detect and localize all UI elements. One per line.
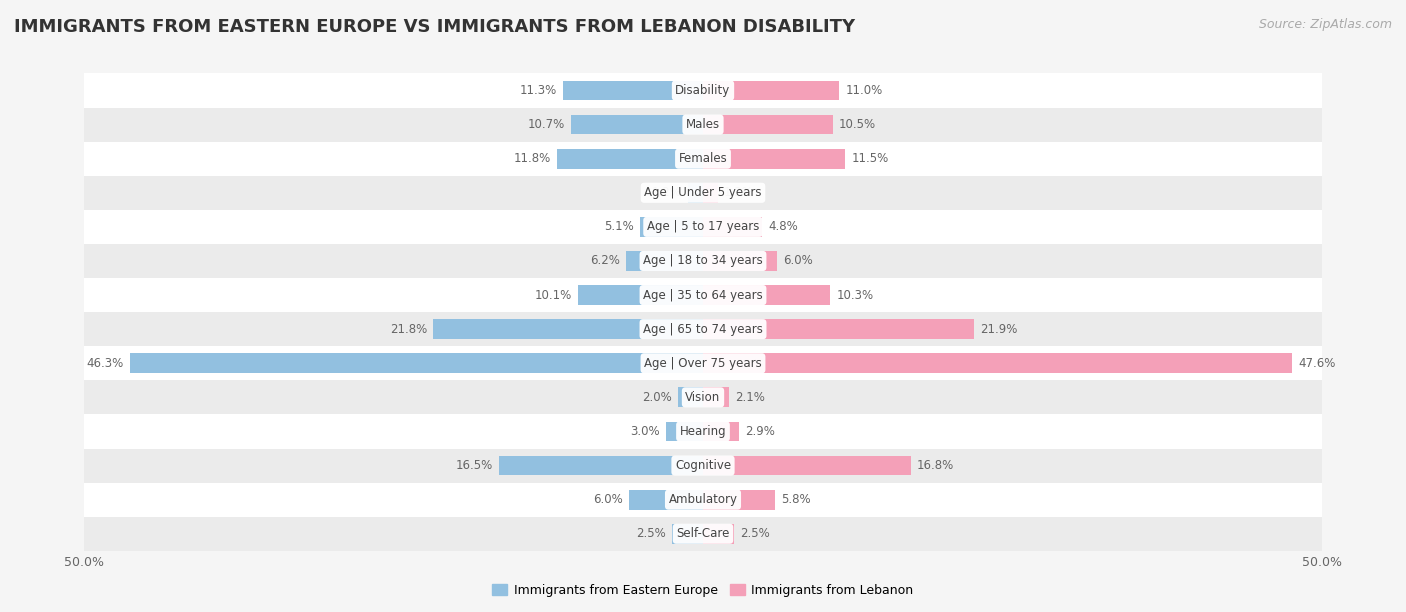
Bar [84,483,1322,517]
Text: Self-Care: Self-Care [676,528,730,540]
Bar [703,387,728,407]
Bar [703,217,762,237]
Text: 10.7%: 10.7% [527,118,564,131]
Text: Age | 18 to 34 years: Age | 18 to 34 years [643,255,763,267]
Text: 21.8%: 21.8% [389,323,427,335]
Bar [84,414,1322,449]
Bar [84,176,1322,210]
Text: 46.3%: 46.3% [87,357,124,370]
Bar [703,490,775,510]
Bar [678,387,703,407]
Text: 10.3%: 10.3% [837,289,873,302]
Text: 2.5%: 2.5% [740,528,770,540]
Bar [703,456,911,476]
Text: Source: ZipAtlas.com: Source: ZipAtlas.com [1258,18,1392,31]
Text: Disability: Disability [675,84,731,97]
Bar [688,183,703,203]
Text: 11.5%: 11.5% [852,152,889,165]
Text: 6.0%: 6.0% [593,493,623,506]
Bar [84,278,1322,312]
Text: 10.5%: 10.5% [839,118,876,131]
Text: 2.5%: 2.5% [636,528,666,540]
Bar [84,141,1322,176]
Bar [571,114,703,135]
Bar [703,422,740,441]
Text: 5.1%: 5.1% [605,220,634,233]
Text: Males: Males [686,118,720,131]
Bar [84,517,1322,551]
Bar [84,449,1322,483]
Text: 11.0%: 11.0% [845,84,883,97]
Bar [640,217,703,237]
Bar [703,319,974,339]
Bar [628,490,703,510]
Text: 2.1%: 2.1% [735,391,765,404]
Bar [557,149,703,168]
Text: 1.2%: 1.2% [652,186,682,200]
Bar [84,210,1322,244]
Bar [84,244,1322,278]
Text: Age | Over 75 years: Age | Over 75 years [644,357,762,370]
Bar [84,380,1322,414]
Text: Age | Under 5 years: Age | Under 5 years [644,186,762,200]
Text: 6.0%: 6.0% [783,255,813,267]
Text: IMMIGRANTS FROM EASTERN EUROPE VS IMMIGRANTS FROM LEBANON DISABILITY: IMMIGRANTS FROM EASTERN EUROPE VS IMMIGR… [14,18,855,36]
Bar [131,353,703,373]
Bar [433,319,703,339]
Bar [84,73,1322,108]
Bar [84,312,1322,346]
Legend: Immigrants from Eastern Europe, Immigrants from Lebanon: Immigrants from Eastern Europe, Immigran… [488,579,918,602]
Text: 1.2%: 1.2% [724,186,754,200]
Bar [703,81,839,100]
Bar [672,524,703,543]
Text: 2.0%: 2.0% [643,391,672,404]
Text: 5.8%: 5.8% [780,493,811,506]
Text: Age | 65 to 74 years: Age | 65 to 74 years [643,323,763,335]
Bar [578,285,703,305]
Bar [703,524,734,543]
Bar [84,108,1322,141]
Text: Females: Females [679,152,727,165]
Text: 16.8%: 16.8% [917,459,955,472]
Bar [84,346,1322,380]
Text: 11.3%: 11.3% [520,84,557,97]
Bar [703,251,778,271]
Bar [499,456,703,476]
Text: 21.9%: 21.9% [980,323,1018,335]
Text: Age | 5 to 17 years: Age | 5 to 17 years [647,220,759,233]
Text: 47.6%: 47.6% [1298,357,1336,370]
Text: 6.2%: 6.2% [591,255,620,267]
Text: Hearing: Hearing [679,425,727,438]
Bar [703,183,718,203]
Bar [626,251,703,271]
Bar [564,81,703,100]
Bar [703,285,831,305]
Bar [703,149,845,168]
Text: Ambulatory: Ambulatory [668,493,738,506]
Bar [703,114,832,135]
Text: Age | 35 to 64 years: Age | 35 to 64 years [643,289,763,302]
Text: 16.5%: 16.5% [456,459,492,472]
Text: 3.0%: 3.0% [630,425,659,438]
Bar [703,353,1292,373]
Text: 2.9%: 2.9% [745,425,775,438]
Bar [666,422,703,441]
Text: 10.1%: 10.1% [534,289,572,302]
Text: 11.8%: 11.8% [513,152,551,165]
Text: Cognitive: Cognitive [675,459,731,472]
Text: Vision: Vision [685,391,721,404]
Text: 4.8%: 4.8% [769,220,799,233]
